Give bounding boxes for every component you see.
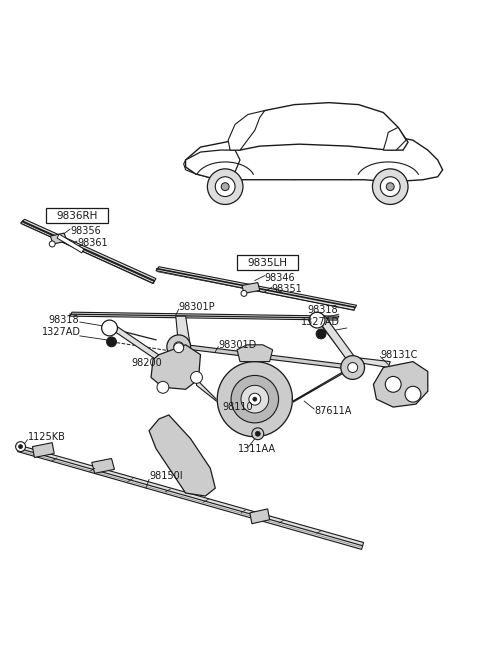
Polygon shape bbox=[176, 344, 355, 369]
Polygon shape bbox=[317, 316, 355, 363]
Circle shape bbox=[385, 377, 401, 392]
Circle shape bbox=[221, 183, 229, 191]
Circle shape bbox=[372, 169, 408, 205]
Text: 1327AD: 1327AD bbox=[301, 317, 340, 327]
Circle shape bbox=[309, 312, 325, 328]
Polygon shape bbox=[70, 312, 339, 320]
Text: 98150I: 98150I bbox=[149, 471, 183, 482]
Polygon shape bbox=[109, 324, 163, 361]
Polygon shape bbox=[50, 233, 67, 244]
Circle shape bbox=[107, 337, 117, 347]
Polygon shape bbox=[237, 345, 273, 361]
Circle shape bbox=[386, 183, 394, 191]
Circle shape bbox=[405, 386, 421, 402]
Circle shape bbox=[174, 343, 184, 353]
Text: 98356: 98356 bbox=[70, 226, 101, 236]
Polygon shape bbox=[57, 234, 84, 253]
Circle shape bbox=[316, 329, 326, 339]
FancyBboxPatch shape bbox=[46, 209, 108, 223]
Circle shape bbox=[157, 381, 169, 393]
Polygon shape bbox=[186, 150, 240, 180]
Text: 98131C: 98131C bbox=[380, 350, 418, 359]
Circle shape bbox=[167, 335, 191, 359]
Circle shape bbox=[253, 397, 257, 401]
Text: 1311AA: 1311AA bbox=[238, 443, 276, 453]
Circle shape bbox=[241, 385, 269, 413]
Circle shape bbox=[16, 441, 25, 451]
Polygon shape bbox=[149, 415, 216, 496]
Circle shape bbox=[249, 393, 261, 405]
Circle shape bbox=[231, 375, 278, 423]
Text: 98346: 98346 bbox=[264, 273, 295, 283]
Text: 1327AD: 1327AD bbox=[42, 327, 81, 337]
Circle shape bbox=[49, 241, 55, 247]
Polygon shape bbox=[92, 459, 114, 473]
Text: 9835LH: 9835LH bbox=[248, 258, 288, 268]
Polygon shape bbox=[186, 133, 443, 182]
Polygon shape bbox=[353, 358, 390, 367]
Text: 98361: 98361 bbox=[77, 238, 108, 248]
Polygon shape bbox=[21, 219, 156, 283]
Circle shape bbox=[191, 371, 203, 383]
Polygon shape bbox=[196, 379, 220, 404]
Polygon shape bbox=[176, 316, 191, 348]
Polygon shape bbox=[18, 445, 363, 550]
Text: 98351: 98351 bbox=[272, 285, 302, 295]
Text: 1125KB: 1125KB bbox=[27, 432, 65, 441]
Polygon shape bbox=[230, 102, 408, 150]
Circle shape bbox=[174, 342, 184, 352]
Polygon shape bbox=[384, 127, 406, 150]
Text: 9836RH: 9836RH bbox=[56, 211, 97, 221]
Circle shape bbox=[102, 320, 118, 336]
Text: 98318: 98318 bbox=[48, 315, 79, 325]
Circle shape bbox=[252, 428, 264, 440]
Circle shape bbox=[207, 169, 243, 205]
Polygon shape bbox=[242, 283, 260, 293]
Text: 98301D: 98301D bbox=[218, 340, 256, 350]
FancyBboxPatch shape bbox=[237, 255, 298, 270]
Circle shape bbox=[380, 176, 400, 197]
Text: 98200: 98200 bbox=[131, 358, 162, 367]
Text: 87611A: 87611A bbox=[314, 406, 351, 416]
Polygon shape bbox=[315, 316, 357, 359]
Polygon shape bbox=[156, 267, 357, 310]
Polygon shape bbox=[228, 111, 264, 150]
Text: 98110: 98110 bbox=[222, 402, 253, 412]
Circle shape bbox=[216, 176, 235, 197]
Circle shape bbox=[348, 363, 358, 373]
Circle shape bbox=[255, 431, 260, 436]
Polygon shape bbox=[285, 365, 354, 407]
Circle shape bbox=[19, 445, 23, 449]
Polygon shape bbox=[373, 361, 428, 407]
Circle shape bbox=[341, 356, 364, 379]
Polygon shape bbox=[250, 509, 270, 523]
Polygon shape bbox=[151, 345, 201, 389]
Polygon shape bbox=[217, 361, 292, 437]
Polygon shape bbox=[33, 443, 54, 457]
Text: 98301P: 98301P bbox=[179, 302, 216, 312]
Circle shape bbox=[241, 291, 247, 297]
Text: 98318: 98318 bbox=[307, 305, 338, 316]
